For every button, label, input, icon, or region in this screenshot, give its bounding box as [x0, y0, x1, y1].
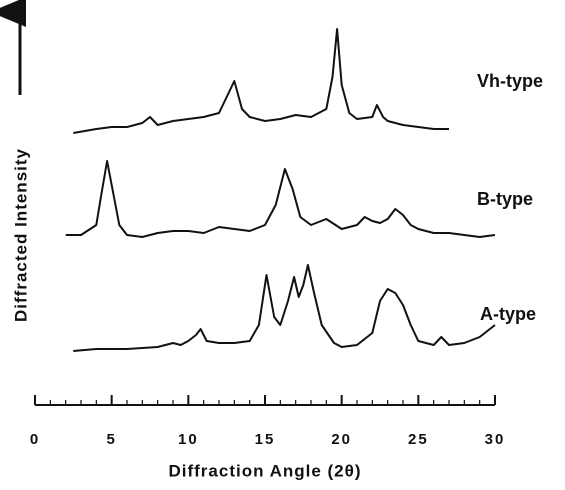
series-line	[66, 161, 495, 237]
series-label: B-type	[477, 189, 533, 209]
series-line	[73, 29, 449, 133]
series-line	[73, 265, 495, 351]
x-tick-label: 25	[408, 431, 429, 448]
y-axis-title: Diffracted Intensity	[11, 148, 30, 322]
x-tick-label: 10	[178, 431, 199, 448]
x-tick-label: 0	[30, 431, 40, 448]
x-tick-label: 30	[485, 431, 506, 448]
series-label: A-type	[480, 304, 536, 324]
x-tick-label: 15	[255, 431, 276, 448]
x-axis-title: Diffraction Angle (2θ)	[168, 461, 361, 480]
x-tick-label: 5	[106, 431, 116, 448]
series-label: Vh-type	[477, 71, 543, 91]
x-tick-label: 20	[331, 431, 352, 448]
chart: Diffracted Intensity Diffraction Angle (…	[0, 0, 565, 490]
